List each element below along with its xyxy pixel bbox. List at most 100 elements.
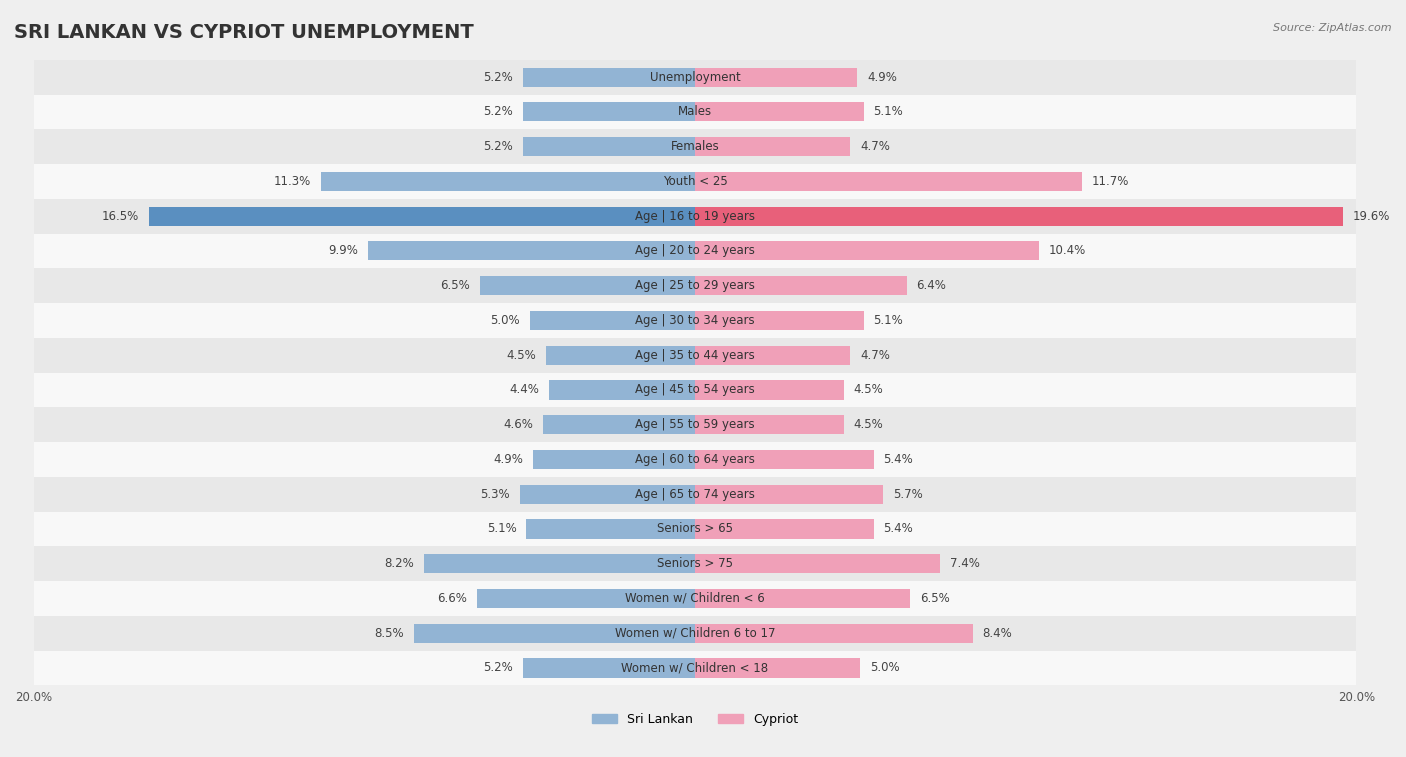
- Bar: [695, 102, 863, 121]
- Bar: [34, 442, 1357, 477]
- Text: 4.5%: 4.5%: [853, 384, 883, 397]
- Bar: [695, 659, 860, 678]
- Text: 6.4%: 6.4%: [917, 279, 946, 292]
- Bar: [34, 338, 1357, 372]
- Text: 4.9%: 4.9%: [494, 453, 523, 466]
- Bar: [695, 137, 851, 156]
- Bar: [695, 624, 973, 643]
- Bar: [423, 554, 695, 573]
- Bar: [695, 484, 883, 503]
- Text: 10.4%: 10.4%: [1049, 245, 1085, 257]
- Bar: [695, 554, 939, 573]
- Text: Age | 30 to 34 years: Age | 30 to 34 years: [636, 314, 755, 327]
- Text: 4.4%: 4.4%: [509, 384, 540, 397]
- Text: 5.0%: 5.0%: [491, 314, 520, 327]
- Text: Women w/ Children < 6: Women w/ Children < 6: [626, 592, 765, 605]
- Bar: [34, 650, 1357, 685]
- Text: 19.6%: 19.6%: [1353, 210, 1391, 223]
- Bar: [34, 407, 1357, 442]
- Text: Seniors > 75: Seniors > 75: [657, 557, 733, 570]
- Text: Seniors > 65: Seniors > 65: [657, 522, 733, 535]
- Text: Women w/ Children < 18: Women w/ Children < 18: [621, 662, 769, 674]
- Text: Age | 60 to 64 years: Age | 60 to 64 years: [636, 453, 755, 466]
- Text: 4.6%: 4.6%: [503, 418, 533, 431]
- Bar: [523, 137, 695, 156]
- Text: Women w/ Children 6 to 17: Women w/ Children 6 to 17: [614, 627, 775, 640]
- Text: SRI LANKAN VS CYPRIOT UNEMPLOYMENT: SRI LANKAN VS CYPRIOT UNEMPLOYMENT: [14, 23, 474, 42]
- Text: 6.5%: 6.5%: [920, 592, 949, 605]
- Text: 11.3%: 11.3%: [274, 175, 311, 188]
- Text: Age | 16 to 19 years: Age | 16 to 19 years: [636, 210, 755, 223]
- Bar: [695, 381, 844, 400]
- Text: Age | 55 to 59 years: Age | 55 to 59 years: [636, 418, 755, 431]
- Bar: [546, 346, 695, 365]
- Bar: [34, 95, 1357, 129]
- Bar: [34, 60, 1357, 95]
- Bar: [34, 199, 1357, 234]
- Text: 4.5%: 4.5%: [506, 349, 536, 362]
- Text: 4.9%: 4.9%: [868, 70, 897, 84]
- Bar: [34, 616, 1357, 650]
- Text: 9.9%: 9.9%: [328, 245, 357, 257]
- Text: 5.1%: 5.1%: [873, 105, 903, 118]
- Bar: [695, 67, 858, 87]
- Bar: [523, 659, 695, 678]
- Bar: [413, 624, 695, 643]
- Text: 5.2%: 5.2%: [484, 140, 513, 153]
- Bar: [520, 484, 695, 503]
- Legend: Sri Lankan, Cypriot: Sri Lankan, Cypriot: [586, 708, 803, 731]
- Text: 8.5%: 8.5%: [374, 627, 404, 640]
- Text: 5.1%: 5.1%: [873, 314, 903, 327]
- Text: 5.4%: 5.4%: [883, 522, 914, 535]
- Text: 5.1%: 5.1%: [486, 522, 516, 535]
- Bar: [695, 311, 863, 330]
- Bar: [479, 276, 695, 295]
- Text: 5.2%: 5.2%: [484, 662, 513, 674]
- Text: Unemployment: Unemployment: [650, 70, 741, 84]
- Text: 5.0%: 5.0%: [870, 662, 900, 674]
- Bar: [526, 519, 695, 538]
- Text: 16.5%: 16.5%: [103, 210, 139, 223]
- Bar: [695, 450, 873, 469]
- Bar: [523, 102, 695, 121]
- Bar: [550, 381, 695, 400]
- Bar: [695, 519, 873, 538]
- Text: 8.2%: 8.2%: [384, 557, 413, 570]
- Text: Youth < 25: Youth < 25: [662, 175, 727, 188]
- Text: 11.7%: 11.7%: [1092, 175, 1129, 188]
- Text: Source: ZipAtlas.com: Source: ZipAtlas.com: [1274, 23, 1392, 33]
- Text: 5.2%: 5.2%: [484, 105, 513, 118]
- Text: Age | 65 to 74 years: Age | 65 to 74 years: [636, 488, 755, 500]
- Text: 5.7%: 5.7%: [893, 488, 924, 500]
- Text: 6.6%: 6.6%: [437, 592, 467, 605]
- Bar: [34, 581, 1357, 616]
- Bar: [34, 512, 1357, 547]
- Text: 6.5%: 6.5%: [440, 279, 470, 292]
- Bar: [695, 415, 844, 435]
- Text: Age | 35 to 44 years: Age | 35 to 44 years: [636, 349, 755, 362]
- Bar: [477, 589, 695, 608]
- Bar: [321, 172, 695, 191]
- Bar: [149, 207, 695, 226]
- Bar: [34, 164, 1357, 199]
- Text: 20.0%: 20.0%: [1337, 690, 1375, 703]
- Text: 7.4%: 7.4%: [949, 557, 980, 570]
- Bar: [695, 241, 1039, 260]
- Bar: [533, 450, 695, 469]
- Text: 5.2%: 5.2%: [484, 70, 513, 84]
- Text: Age | 20 to 24 years: Age | 20 to 24 years: [636, 245, 755, 257]
- Text: Age | 45 to 54 years: Age | 45 to 54 years: [636, 384, 755, 397]
- Bar: [530, 311, 695, 330]
- Bar: [34, 234, 1357, 268]
- Bar: [695, 346, 851, 365]
- Bar: [367, 241, 695, 260]
- Bar: [34, 372, 1357, 407]
- Bar: [695, 207, 1343, 226]
- Bar: [34, 303, 1357, 338]
- Text: Age | 25 to 29 years: Age | 25 to 29 years: [636, 279, 755, 292]
- Bar: [543, 415, 695, 435]
- Text: 5.4%: 5.4%: [883, 453, 914, 466]
- Text: Females: Females: [671, 140, 720, 153]
- Bar: [695, 589, 910, 608]
- Text: 4.7%: 4.7%: [860, 140, 890, 153]
